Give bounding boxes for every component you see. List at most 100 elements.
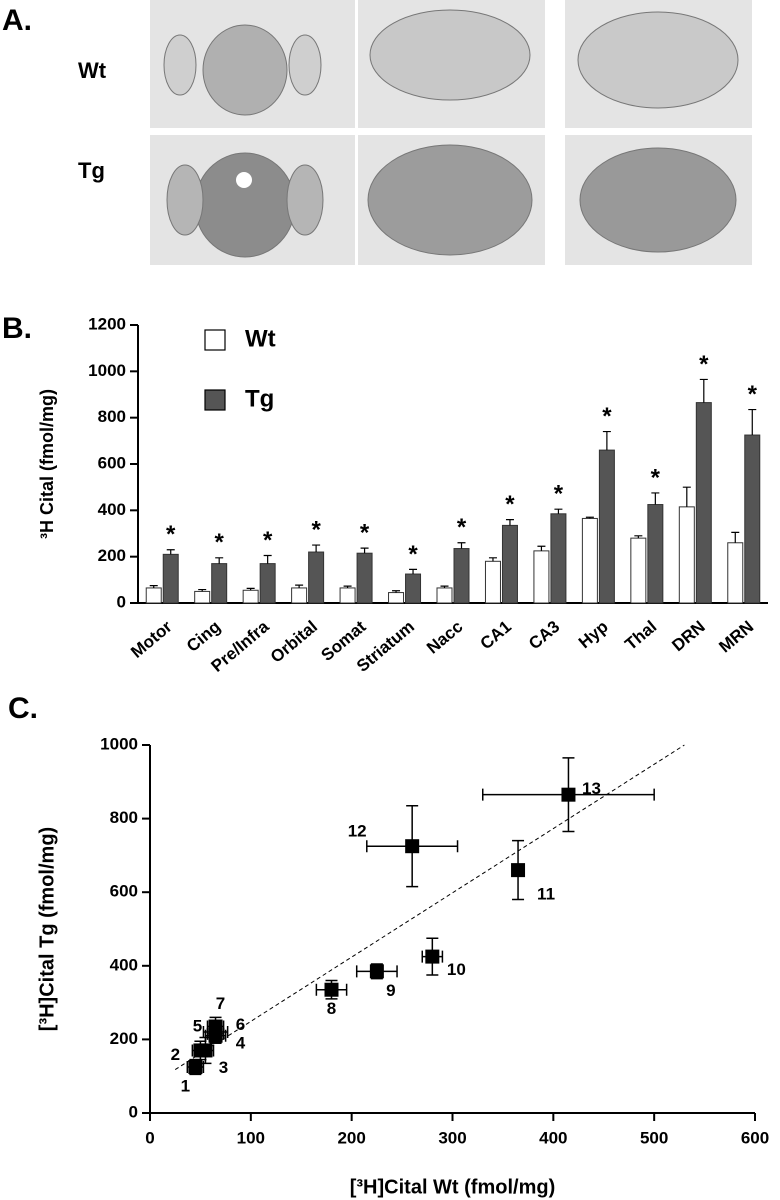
bar [194,590,211,604]
row-label: Tg [78,158,105,183]
error-bar [166,549,175,555]
y-tick-label: 600 [110,882,138,901]
significance-mark: * [166,521,176,548]
bar [598,449,615,604]
x-tick-label: 100 [237,1128,265,1147]
error-bar [149,585,158,588]
bar [630,537,647,604]
point-label: 5 [193,1017,202,1036]
significance-mark: * [263,527,273,554]
significance-mark: * [748,381,758,408]
bar [436,587,453,604]
bar [453,548,470,604]
error-bar [602,430,611,451]
error-bar [343,585,352,588]
significance-mark: * [699,351,709,378]
error-bar [505,519,514,526]
significance-mark: * [408,541,418,568]
point [188,1060,203,1074]
bar [533,550,550,604]
bar [647,504,664,604]
fit-line [174,744,685,1071]
error-bar [263,554,272,564]
significance-mark: * [602,403,612,430]
error-bar [215,557,224,564]
x-tick-label: 600 [741,1128,769,1147]
error-bar [585,516,594,519]
point [324,982,339,997]
y-axis-label: ³H Cital (fmol/mg) [37,389,57,539]
point [561,787,576,802]
point [425,949,440,964]
y-tick-label: 0 [117,592,126,611]
x-tick-label: 200 [337,1128,365,1147]
legend-label: Wt [245,325,276,352]
x-tick-label: MRN [715,617,757,656]
point-label: 10 [447,960,466,979]
error-bar [295,584,304,588]
y-tick-label: 400 [110,955,138,974]
bar [727,542,744,604]
point [511,863,526,878]
bar [145,587,162,604]
significance-mark: * [554,481,564,508]
y-tick-label: 200 [98,546,126,565]
y-tick-label: 1200 [88,314,126,333]
bar [259,563,276,604]
bar [678,506,695,604]
panel-label: C. [8,692,38,725]
x-tick-label: Cing [183,617,224,656]
point-label: 9 [386,981,395,1000]
error-bar [682,486,691,507]
x-tick-label: CA3 [525,617,563,653]
error-bar [392,590,401,593]
legend-swatch [204,329,226,351]
x-tick-label: CA1 [477,617,515,653]
x-tick-label: Nacc [423,617,466,658]
x-tick-label: Motor [127,617,176,662]
y-axis-label: [³H]Cital Tg (fmol/mg) [36,827,58,1031]
legend-swatch [204,389,226,411]
point-label: 6 [236,1015,245,1034]
bar [501,524,518,604]
y-tick-label: 1000 [100,734,138,753]
bar [356,552,373,604]
point-label: 1 [181,1076,190,1095]
point [369,964,384,979]
row-label: Wt [78,58,107,83]
y-tick-label: 1000 [88,361,126,380]
brain-images [150,0,752,265]
bar [581,517,598,604]
x-tick-label: Thal [621,617,660,654]
error-bar [748,408,757,436]
bar [484,560,501,604]
x-tick-label: Hyp [575,617,612,652]
error-bar [457,542,466,549]
error-bar [699,378,708,403]
y-tick-label: 400 [98,500,126,519]
error-bar [554,508,563,514]
bar [242,589,259,604]
point-label: 2 [171,1045,180,1064]
x-tick-label: 500 [640,1128,668,1147]
bar [744,434,761,604]
point-label: 4 [236,1033,246,1052]
error-bar [731,531,740,543]
error-bar [409,568,418,575]
bar [291,587,308,604]
bar [211,563,228,604]
bar [550,513,567,604]
error-bar [651,492,660,505]
point-label: 3 [219,1058,228,1077]
significance-mark: * [651,464,661,491]
error-bar [537,545,546,551]
error-bar [440,585,449,588]
bar [405,573,422,604]
significance-mark: * [215,529,225,556]
x-tick-label: 400 [539,1128,567,1147]
bar [162,553,179,604]
x-tick-label: DRN [668,617,708,655]
point-label: 8 [327,999,336,1018]
point-label: 12 [348,822,367,841]
